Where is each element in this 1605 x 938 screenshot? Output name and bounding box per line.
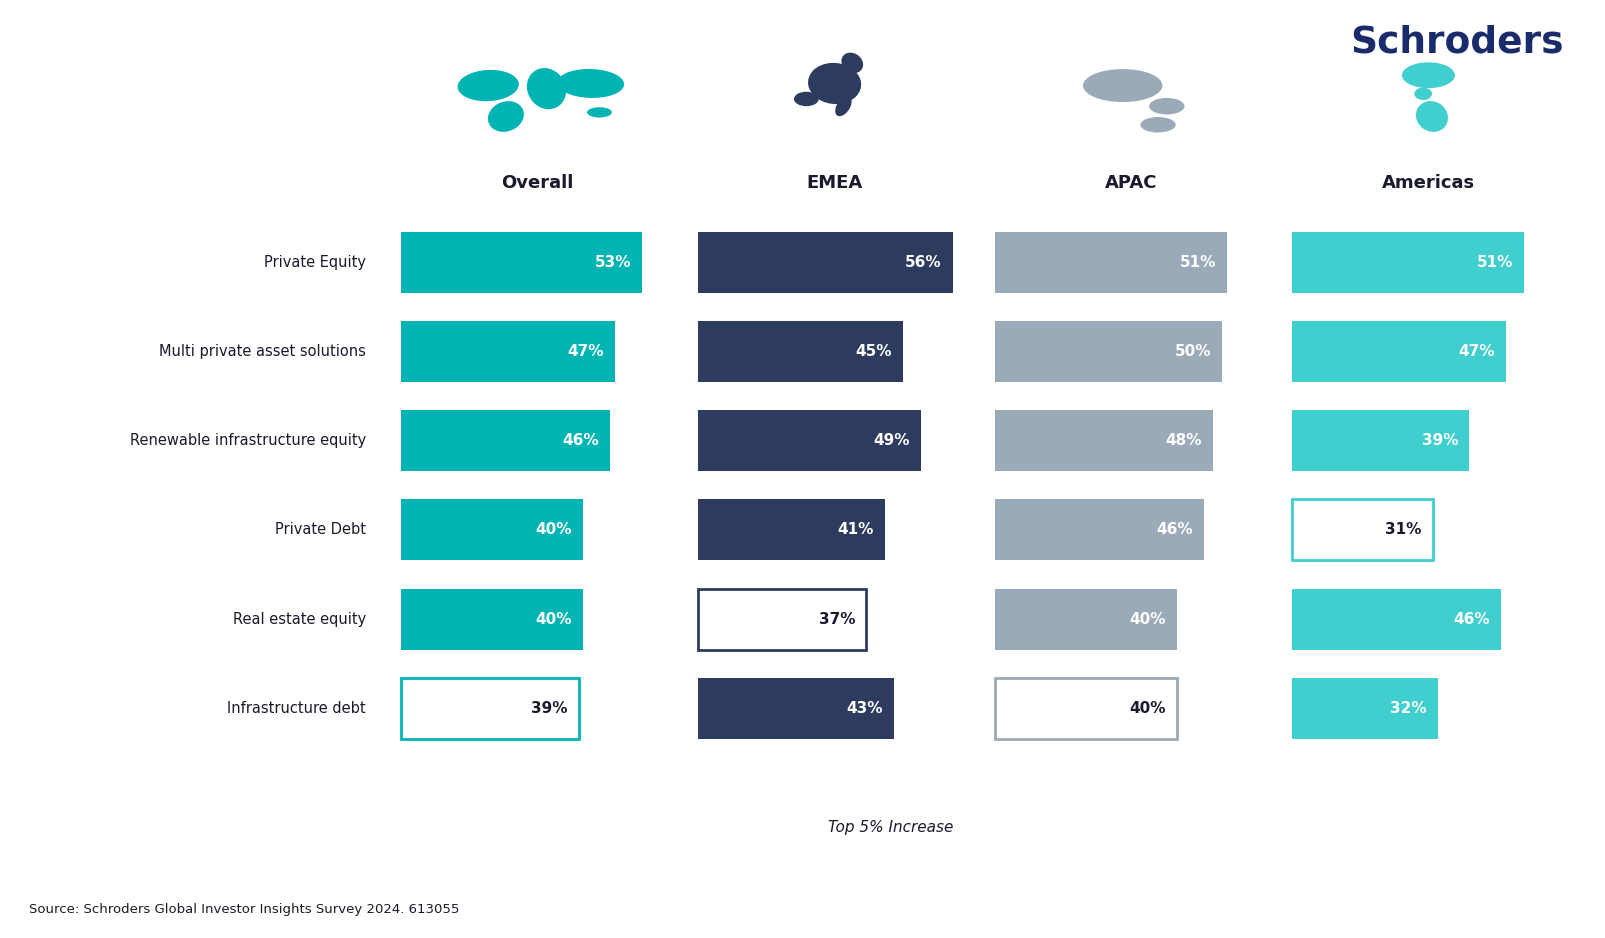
FancyBboxPatch shape bbox=[401, 411, 610, 471]
Ellipse shape bbox=[457, 70, 518, 101]
Ellipse shape bbox=[1140, 117, 1175, 132]
Text: Private Debt: Private Debt bbox=[274, 522, 366, 537]
Text: Real estate equity: Real estate equity bbox=[233, 612, 366, 627]
Ellipse shape bbox=[1083, 69, 1162, 102]
Text: Schroders: Schroders bbox=[1350, 24, 1563, 60]
Text: Renewable infrastructure equity: Renewable infrastructure equity bbox=[130, 433, 366, 448]
FancyBboxPatch shape bbox=[1292, 322, 1505, 383]
Text: EMEA: EMEA bbox=[806, 174, 863, 192]
Ellipse shape bbox=[1416, 101, 1448, 132]
Text: Multi private asset solutions: Multi private asset solutions bbox=[159, 344, 366, 359]
FancyBboxPatch shape bbox=[698, 589, 867, 649]
FancyBboxPatch shape bbox=[401, 589, 583, 649]
Text: 40%: 40% bbox=[536, 522, 571, 537]
Text: 32%: 32% bbox=[1390, 701, 1427, 716]
Text: 47%: 47% bbox=[567, 344, 603, 359]
FancyBboxPatch shape bbox=[995, 233, 1228, 293]
FancyBboxPatch shape bbox=[995, 322, 1223, 383]
Ellipse shape bbox=[807, 63, 862, 104]
FancyBboxPatch shape bbox=[401, 500, 583, 561]
FancyBboxPatch shape bbox=[995, 411, 1213, 471]
FancyBboxPatch shape bbox=[995, 677, 1176, 739]
FancyBboxPatch shape bbox=[995, 589, 1176, 649]
Text: 51%: 51% bbox=[1477, 255, 1514, 270]
Text: 41%: 41% bbox=[838, 522, 873, 537]
Ellipse shape bbox=[488, 101, 523, 132]
Text: 40%: 40% bbox=[1130, 612, 1165, 627]
FancyBboxPatch shape bbox=[1292, 411, 1470, 471]
FancyBboxPatch shape bbox=[1292, 589, 1501, 649]
FancyBboxPatch shape bbox=[698, 233, 953, 293]
Text: 46%: 46% bbox=[563, 433, 599, 448]
Text: 50%: 50% bbox=[1175, 344, 1212, 359]
Text: 40%: 40% bbox=[536, 612, 571, 627]
Text: APAC: APAC bbox=[1106, 174, 1157, 192]
Ellipse shape bbox=[526, 68, 567, 109]
Text: Private Equity: Private Equity bbox=[263, 255, 366, 270]
FancyBboxPatch shape bbox=[401, 233, 642, 293]
Text: 53%: 53% bbox=[594, 255, 631, 270]
Ellipse shape bbox=[1149, 98, 1184, 114]
Ellipse shape bbox=[841, 53, 863, 73]
Text: 49%: 49% bbox=[873, 433, 910, 448]
FancyBboxPatch shape bbox=[698, 411, 921, 471]
Text: Source: Schroders Global Investor Insights Survey 2024. 613055: Source: Schroders Global Investor Insigh… bbox=[29, 903, 459, 916]
Text: 37%: 37% bbox=[819, 612, 855, 627]
Text: 40%: 40% bbox=[1130, 701, 1165, 716]
Text: Americas: Americas bbox=[1382, 174, 1475, 192]
Ellipse shape bbox=[835, 97, 852, 116]
Text: 48%: 48% bbox=[1165, 433, 1202, 448]
Text: 39%: 39% bbox=[1422, 433, 1459, 448]
FancyBboxPatch shape bbox=[698, 322, 902, 383]
Text: 39%: 39% bbox=[531, 701, 568, 716]
Text: Top 5% Increase: Top 5% Increase bbox=[828, 820, 953, 835]
Text: 45%: 45% bbox=[855, 344, 892, 359]
Ellipse shape bbox=[794, 92, 819, 106]
Text: Overall: Overall bbox=[501, 174, 575, 192]
Ellipse shape bbox=[557, 69, 624, 98]
FancyBboxPatch shape bbox=[698, 677, 894, 739]
FancyBboxPatch shape bbox=[995, 500, 1204, 561]
Text: 51%: 51% bbox=[1180, 255, 1217, 270]
FancyBboxPatch shape bbox=[401, 322, 615, 383]
FancyBboxPatch shape bbox=[1292, 677, 1438, 739]
Ellipse shape bbox=[1403, 62, 1456, 88]
Ellipse shape bbox=[1414, 87, 1432, 100]
Text: 46%: 46% bbox=[1454, 612, 1489, 627]
Text: Infrastructure debt: Infrastructure debt bbox=[228, 701, 366, 716]
FancyBboxPatch shape bbox=[1292, 500, 1433, 561]
Text: 56%: 56% bbox=[905, 255, 942, 270]
Text: 46%: 46% bbox=[1157, 522, 1193, 537]
Text: 47%: 47% bbox=[1457, 344, 1494, 359]
Text: 31%: 31% bbox=[1385, 522, 1422, 537]
FancyBboxPatch shape bbox=[1292, 233, 1525, 293]
Ellipse shape bbox=[587, 107, 612, 117]
Text: 43%: 43% bbox=[846, 701, 883, 716]
FancyBboxPatch shape bbox=[401, 677, 579, 739]
FancyBboxPatch shape bbox=[698, 500, 884, 561]
